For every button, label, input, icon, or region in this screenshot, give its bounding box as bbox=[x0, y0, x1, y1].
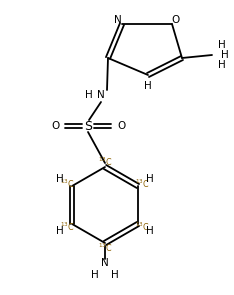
Text: $^{13}$C: $^{13}$C bbox=[60, 220, 75, 233]
Text: H: H bbox=[146, 174, 154, 184]
Text: H: H bbox=[56, 174, 64, 184]
Text: S: S bbox=[84, 119, 92, 132]
Text: H: H bbox=[111, 270, 119, 280]
Text: H: H bbox=[91, 270, 99, 280]
Text: O: O bbox=[172, 15, 180, 25]
Text: H: H bbox=[144, 81, 152, 91]
Text: H: H bbox=[56, 226, 64, 236]
Text: H: H bbox=[146, 226, 154, 236]
Text: $^{13}$C: $^{13}$C bbox=[60, 177, 75, 190]
Text: $^{13}$C: $^{13}$C bbox=[98, 242, 112, 254]
Text: H: H bbox=[218, 60, 226, 70]
Text: O: O bbox=[51, 121, 59, 131]
Text: N: N bbox=[114, 15, 122, 25]
Text: N: N bbox=[101, 258, 109, 268]
Text: H: H bbox=[221, 50, 229, 60]
Text: O: O bbox=[117, 121, 125, 131]
Text: N: N bbox=[97, 90, 105, 100]
Text: H: H bbox=[218, 40, 226, 50]
Text: $^{13}$C: $^{13}$C bbox=[98, 156, 112, 168]
Text: H: H bbox=[85, 90, 93, 100]
Text: $^{13}$C: $^{13}$C bbox=[135, 220, 150, 233]
Text: $^{13}$C: $^{13}$C bbox=[135, 177, 150, 190]
